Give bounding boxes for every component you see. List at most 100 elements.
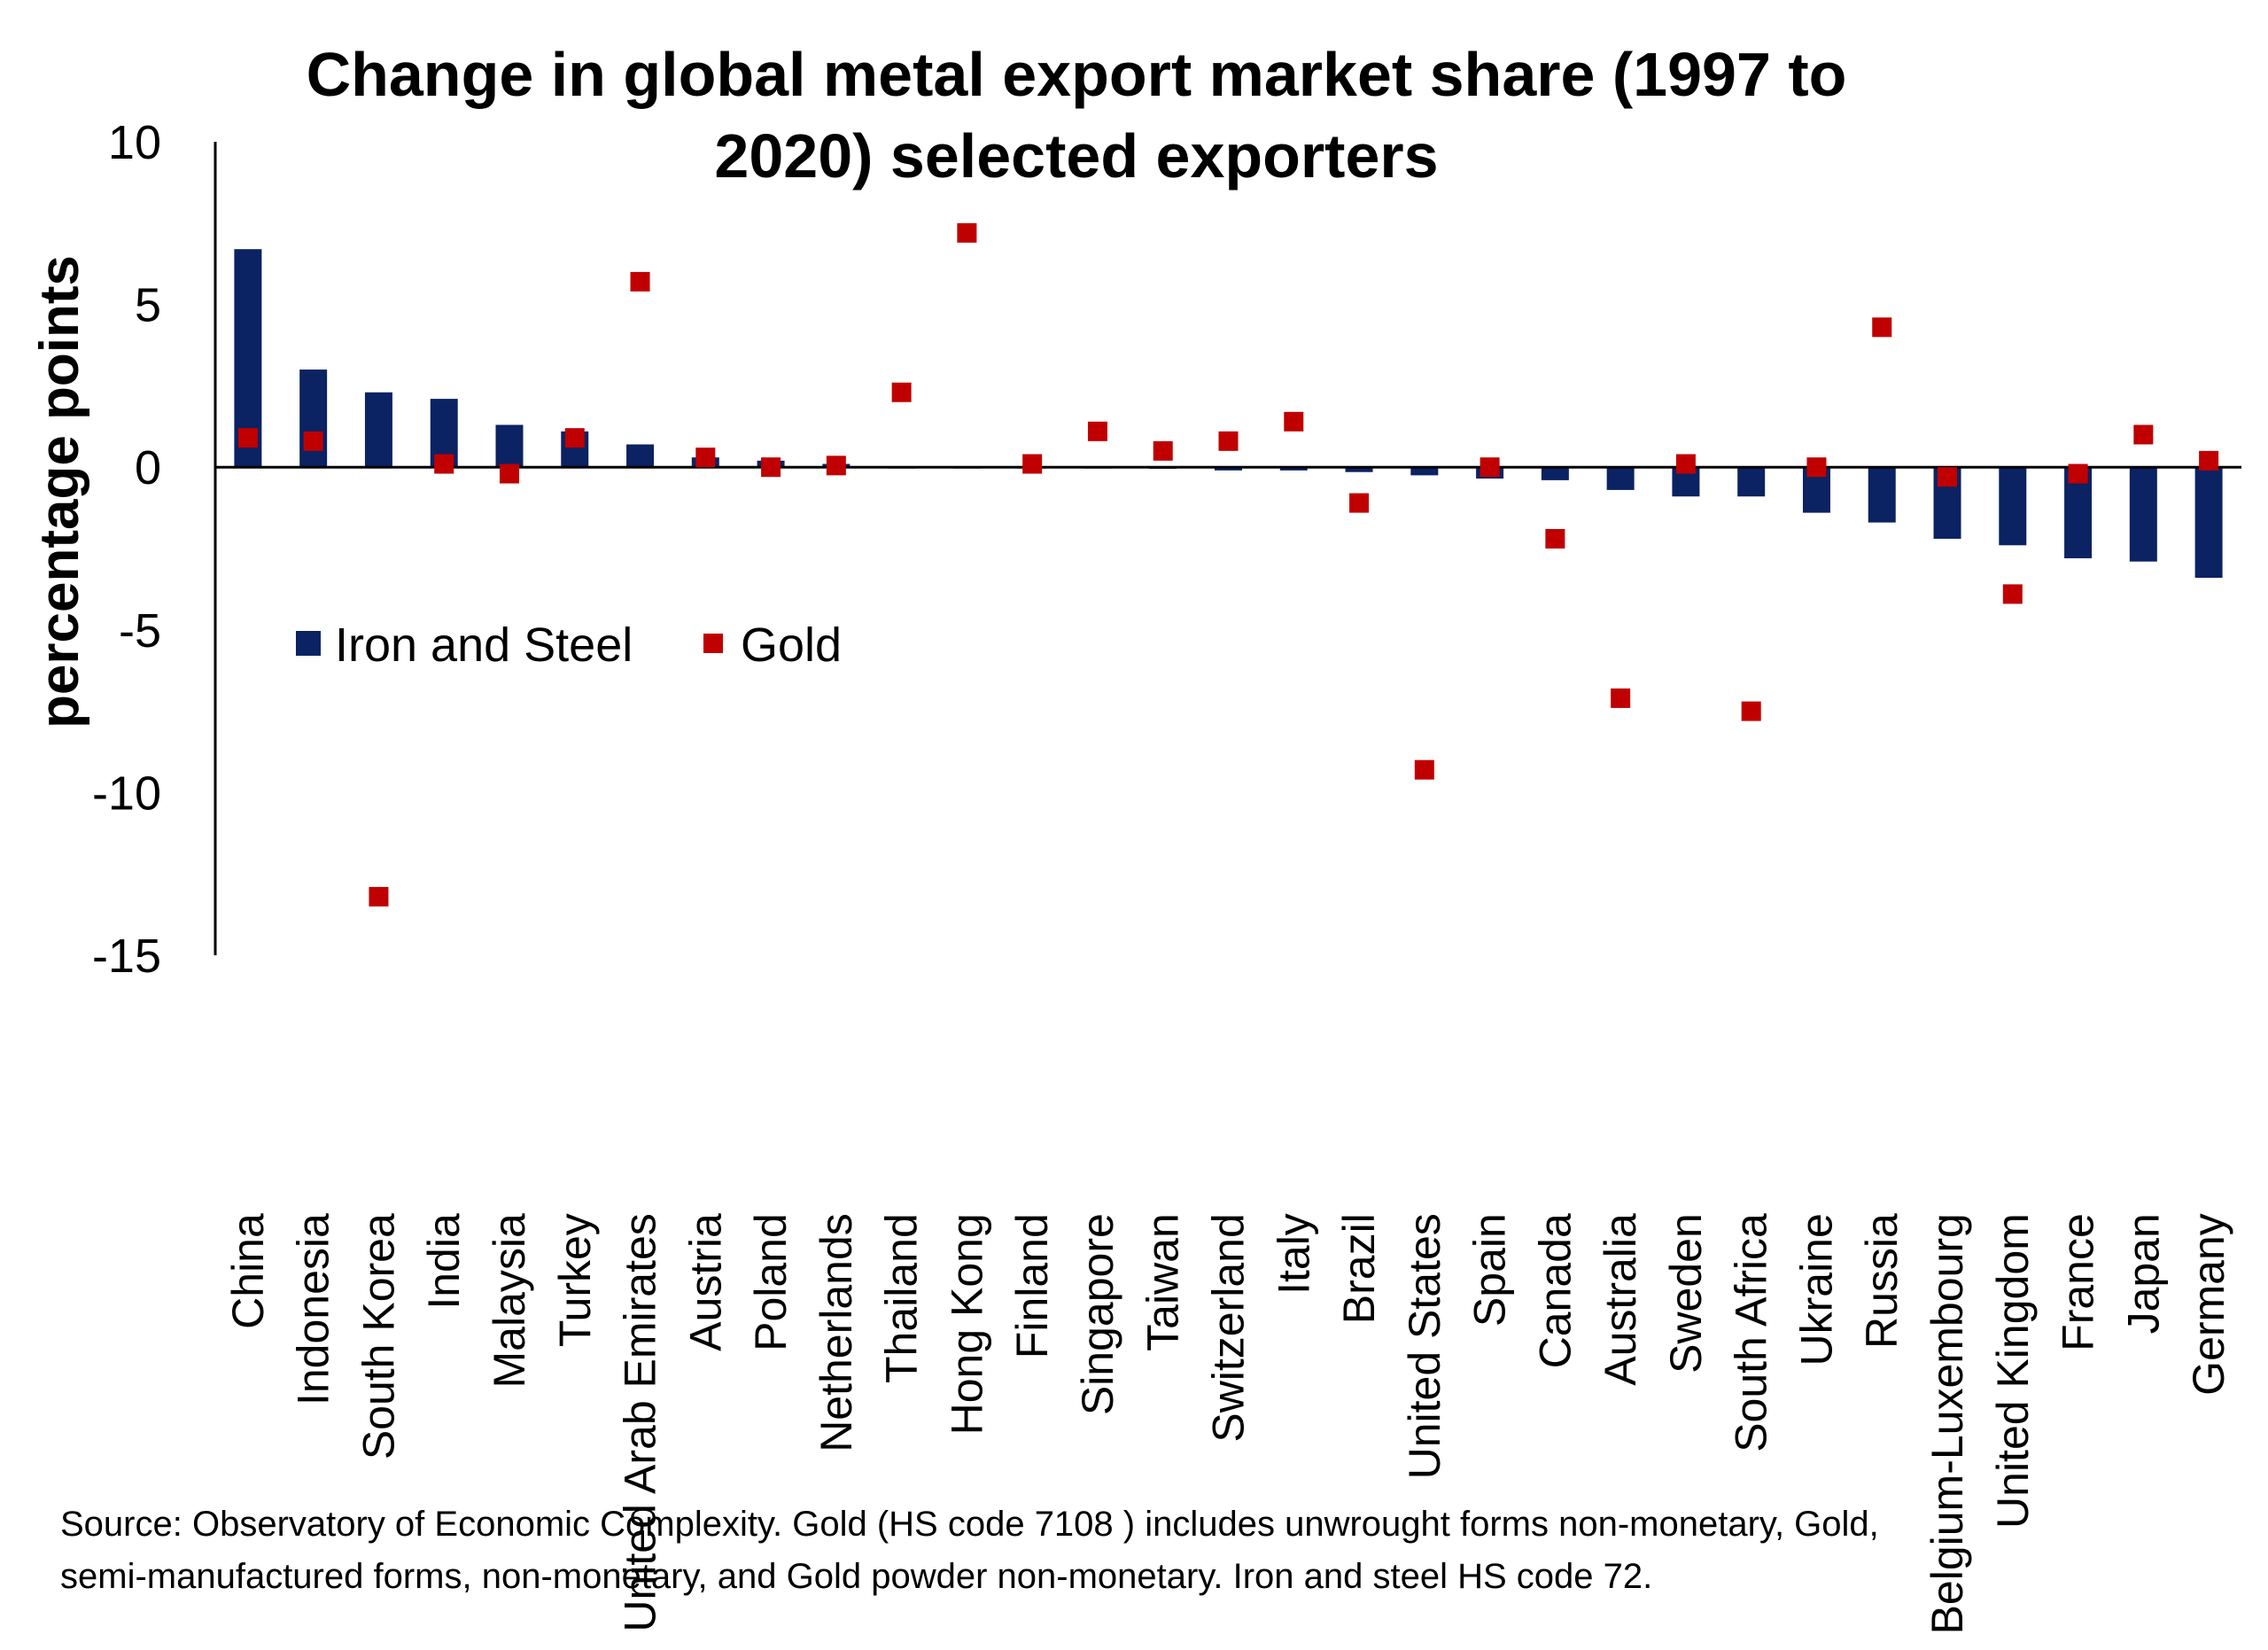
x-tick-label-canada: Canada — [1530, 1213, 1580, 1368]
axes-group — [214, 142, 2241, 955]
bar-iron-steel-australia — [1606, 467, 1635, 490]
x-tick-label-ukraine: Ukraine — [1791, 1213, 1841, 1366]
point-gold-germany — [2199, 450, 2219, 471]
bar-iron-steel-united-states — [1410, 467, 1439, 476]
y-tick-label: -15 — [92, 930, 161, 983]
point-gold-belgium-luxembourg — [1938, 467, 1958, 487]
point-gold-india — [434, 454, 454, 474]
x-tick-label-malaysia: Malaysia — [485, 1213, 534, 1388]
bar-iron-steel-united-kingdom — [1999, 467, 2027, 546]
point-gold-italy — [1284, 411, 1304, 432]
point-gold-austria — [695, 448, 716, 468]
points-group — [237, 222, 2219, 907]
x-tick-label-hong-kong: Hong Kong — [942, 1213, 991, 1435]
x-ticks-group: China Indonesia South Korea India Malaysia Tu… — [223, 1213, 2233, 1634]
point-gold-canada — [1545, 528, 1565, 549]
point-gold-hong-kong — [957, 222, 977, 243]
y-tick-label: -10 — [92, 767, 161, 820]
x-tick-label-russia: Russia — [1857, 1213, 1907, 1349]
point-gold-singapore — [1087, 421, 1107, 441]
x-tick-label-south-korea: South Korea — [353, 1213, 403, 1459]
point-gold-france — [2068, 463, 2088, 484]
x-tick-label-switzerland: Switzerland — [1204, 1213, 1254, 1442]
x-tick-label-sweden: Sweden — [1661, 1213, 1711, 1374]
point-gold-united-arab-emirates — [630, 271, 650, 292]
x-tick-label-united-kingdom: United Kingdom — [1988, 1213, 2038, 1529]
x-tick-label-turkey: Turkey — [550, 1213, 600, 1347]
bar-iron-steel-indonesia — [299, 370, 328, 468]
y-axis-label: percentage points — [29, 255, 90, 728]
point-gold-south-korea — [369, 886, 389, 907]
point-gold-russia — [1872, 317, 1892, 338]
bar-iron-steel-brazil — [1345, 467, 1373, 472]
point-gold-thailand — [891, 382, 912, 402]
legend: Iron and Steel Gold — [296, 619, 842, 672]
legend-label-iron-steel: Iron and Steel — [335, 619, 633, 672]
point-gold-indonesia — [303, 431, 323, 451]
point-gold-malaysia — [499, 463, 519, 484]
y-tick-label: 10 — [108, 116, 161, 169]
point-gold-ukraine — [1806, 457, 1827, 478]
x-tick-label-italy: Italy — [1269, 1213, 1318, 1295]
point-gold-united-kingdom — [2002, 584, 2023, 604]
bars-group — [234, 249, 2223, 579]
x-tick-label-united-states: United States — [1400, 1213, 1449, 1479]
x-tick-label-australia: Australia — [1596, 1213, 1645, 1386]
bar-iron-steel-south-africa — [1737, 467, 1766, 497]
point-gold-spain — [1480, 457, 1500, 478]
point-gold-sweden — [1675, 454, 1696, 474]
x-tick-label-indonesia: Indonesia — [289, 1213, 338, 1405]
x-tick-label-belgium-luxembourg: Belgium-Luxembourg — [1922, 1213, 1972, 1634]
x-tick-label-finland: Finland — [1007, 1213, 1057, 1358]
legend-swatch-gold — [703, 634, 723, 653]
x-tick-label-india: India — [419, 1213, 469, 1310]
point-gold-turkey — [564, 428, 585, 448]
chart-title-line-2: 2020) selected exporters — [714, 121, 1438, 191]
x-tick-label-poland: Poland — [746, 1213, 796, 1351]
bar-iron-steel-united-arab-emirates — [626, 444, 655, 468]
y-ticks-group: 10 5 0 -5 -10 -15 — [92, 116, 161, 983]
point-gold-switzerland — [1218, 431, 1239, 451]
x-tick-label-united-arab-emirates: United Arab Emirates — [616, 1213, 665, 1631]
point-gold-poland — [761, 457, 781, 478]
x-tick-label-austria: Austria — [680, 1213, 730, 1351]
legend-swatch-iron-steel — [296, 631, 321, 656]
bar-iron-steel-japan — [2129, 467, 2157, 562]
x-tick-label-taiwan: Taiwan — [1138, 1213, 1188, 1351]
x-tick-label-spain: Spain — [1465, 1213, 1515, 1327]
x-tick-label-germany: Germany — [2184, 1213, 2233, 1396]
y-tick-label: -5 — [119, 604, 161, 658]
point-gold-taiwan — [1153, 440, 1173, 461]
bar-iron-steel-russia — [1868, 467, 1896, 523]
point-gold-brazil — [1349, 493, 1370, 513]
x-tick-label-japan: Japan — [2118, 1213, 2168, 1334]
source-note-line-2: semi-manufactured forms, non-monetary, a… — [60, 1557, 1652, 1596]
y-tick-label: 5 — [135, 279, 161, 332]
x-tick-label-singapore: Singapore — [1073, 1213, 1122, 1415]
chart-title-line-1: Change in global metal export market sha… — [307, 40, 1847, 109]
point-gold-china — [237, 428, 258, 448]
bar-iron-steel-switzerland — [1215, 467, 1242, 471]
y-tick-label: 0 — [135, 441, 161, 494]
point-gold-south-africa — [1741, 701, 1761, 721]
point-gold-finland — [1022, 454, 1043, 474]
x-tick-label-china: China — [223, 1213, 273, 1329]
x-tick-label-netherlands: Netherlands — [812, 1213, 861, 1452]
point-gold-japan — [2133, 424, 2154, 445]
bar-iron-steel-canada — [1541, 467, 1569, 480]
bar-iron-steel-south-korea — [364, 392, 392, 468]
bar-iron-steel-malaysia — [495, 424, 524, 468]
source-note-line-1: Source: Observatory of Economic Complexi… — [60, 1505, 1879, 1544]
x-tick-label-south-africa: South Africa — [1727, 1213, 1776, 1452]
x-tick-label-france: France — [2054, 1213, 2103, 1351]
legend-label-gold: Gold — [741, 619, 842, 672]
point-gold-netherlands — [826, 455, 846, 476]
bar-iron-steel-germany — [2194, 467, 2223, 579]
x-tick-label-thailand: Thailand — [877, 1213, 927, 1383]
point-gold-united-states — [1414, 759, 1434, 780]
bar-iron-steel-italy — [1279, 467, 1308, 471]
x-tick-label-brazil: Brazil — [1334, 1213, 1384, 1324]
point-gold-australia — [1611, 688, 1631, 708]
